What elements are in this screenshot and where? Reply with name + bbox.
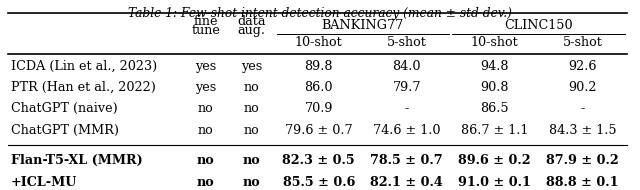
Text: no: no (244, 81, 260, 94)
Text: -: - (404, 102, 409, 115)
Text: 89.8: 89.8 (305, 60, 333, 73)
Text: no: no (197, 154, 215, 167)
Text: data: data (237, 15, 266, 28)
Text: 94.8: 94.8 (481, 60, 509, 73)
Text: yes: yes (195, 81, 216, 94)
Text: no: no (198, 102, 214, 115)
Text: no: no (243, 176, 260, 189)
Text: no: no (198, 124, 214, 137)
Text: aug.: aug. (238, 24, 266, 37)
Text: 89.6 ± 0.2: 89.6 ± 0.2 (458, 154, 531, 167)
Text: yes: yes (241, 60, 262, 73)
Text: 92.6: 92.6 (568, 60, 596, 73)
Text: 78.5 ± 0.7: 78.5 ± 0.7 (371, 154, 443, 167)
Text: no: no (244, 124, 260, 137)
Text: no: no (244, 102, 260, 115)
Text: ICDA (Lin et al., 2023): ICDA (Lin et al., 2023) (11, 60, 157, 73)
Text: BANKING77: BANKING77 (321, 19, 404, 32)
Text: fine: fine (194, 15, 218, 28)
Text: ChatGPT (naive): ChatGPT (naive) (11, 102, 118, 115)
Text: 70.9: 70.9 (305, 102, 333, 115)
Text: 90.2: 90.2 (568, 81, 596, 94)
Text: 84.3 ± 1.5: 84.3 ± 1.5 (548, 124, 616, 137)
Text: -: - (580, 102, 585, 115)
Text: 86.5: 86.5 (480, 102, 509, 115)
Text: CLINC150: CLINC150 (504, 19, 573, 32)
Text: 82.1 ± 0.4: 82.1 ± 0.4 (371, 176, 443, 189)
Text: 87.9 ± 0.2: 87.9 ± 0.2 (546, 154, 619, 167)
Text: 10-shot: 10-shot (471, 36, 518, 49)
Text: 82.3 ± 0.5: 82.3 ± 0.5 (282, 154, 355, 167)
Text: Flan-T5-XL (MMR): Flan-T5-XL (MMR) (11, 154, 143, 167)
Text: ChatGPT (MMR): ChatGPT (MMR) (11, 124, 119, 137)
Text: 86.0: 86.0 (305, 81, 333, 94)
Text: 91.0 ± 0.1: 91.0 ± 0.1 (458, 176, 531, 189)
Text: no: no (243, 154, 260, 167)
Text: 79.7: 79.7 (392, 81, 421, 94)
Text: 74.6 ± 1.0: 74.6 ± 1.0 (373, 124, 440, 137)
Text: +ICL-MU: +ICL-MU (11, 176, 77, 189)
Text: 85.5 ± 0.6: 85.5 ± 0.6 (282, 176, 355, 189)
Text: 10-shot: 10-shot (295, 36, 342, 49)
Text: 5-shot: 5-shot (563, 36, 602, 49)
Text: 90.8: 90.8 (481, 81, 509, 94)
Text: PTR (Han et al., 2022): PTR (Han et al., 2022) (11, 81, 156, 94)
Text: Table 1: Few-shot intent detection accuracy (mean ± std dev.): Table 1: Few-shot intent detection accur… (128, 7, 512, 20)
Text: 86.7 ± 1.1: 86.7 ± 1.1 (461, 124, 528, 137)
Text: 79.6 ± 0.7: 79.6 ± 0.7 (285, 124, 353, 137)
Text: no: no (197, 176, 215, 189)
Text: 88.8 ± 0.1: 88.8 ± 0.1 (547, 176, 619, 189)
Text: 5-shot: 5-shot (387, 36, 427, 49)
Text: 84.0: 84.0 (392, 60, 421, 73)
Text: tune: tune (191, 24, 220, 37)
Text: yes: yes (195, 60, 216, 73)
